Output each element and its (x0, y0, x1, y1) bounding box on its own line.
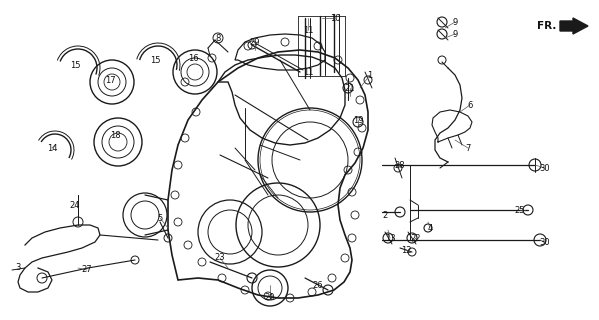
Text: 25: 25 (515, 205, 525, 214)
Text: 23: 23 (214, 253, 225, 262)
Text: 8: 8 (215, 34, 220, 43)
Text: 15: 15 (69, 60, 80, 69)
Text: 19: 19 (353, 116, 363, 124)
Text: 29: 29 (250, 37, 260, 46)
Text: 11: 11 (302, 26, 313, 35)
Text: 21: 21 (345, 84, 355, 92)
Text: 22: 22 (411, 234, 421, 243)
FancyArrow shape (560, 18, 588, 34)
Text: 26: 26 (313, 281, 323, 290)
Text: 3: 3 (16, 263, 21, 273)
Text: 30: 30 (540, 164, 550, 172)
Text: 4: 4 (427, 223, 432, 233)
Text: 30: 30 (540, 237, 550, 246)
Text: 10: 10 (330, 13, 340, 22)
Text: 27: 27 (81, 266, 92, 275)
Text: 18: 18 (110, 131, 120, 140)
Text: 17: 17 (105, 76, 116, 84)
Text: 11: 11 (302, 68, 313, 76)
Text: 16: 16 (187, 53, 198, 62)
Text: 28: 28 (395, 161, 406, 170)
Text: 9: 9 (452, 18, 458, 27)
Text: 2: 2 (382, 211, 388, 220)
Text: 13: 13 (385, 234, 395, 243)
Text: 7: 7 (465, 143, 471, 153)
Text: FR.: FR. (537, 21, 556, 31)
Text: 14: 14 (47, 143, 58, 153)
Text: 6: 6 (467, 100, 473, 109)
Text: 15: 15 (150, 55, 161, 65)
Text: 1: 1 (367, 70, 373, 79)
Text: 5: 5 (158, 213, 162, 222)
Text: 12: 12 (401, 245, 412, 254)
Text: 9: 9 (452, 29, 458, 38)
Text: 24: 24 (69, 201, 80, 210)
Text: 20: 20 (265, 293, 276, 302)
